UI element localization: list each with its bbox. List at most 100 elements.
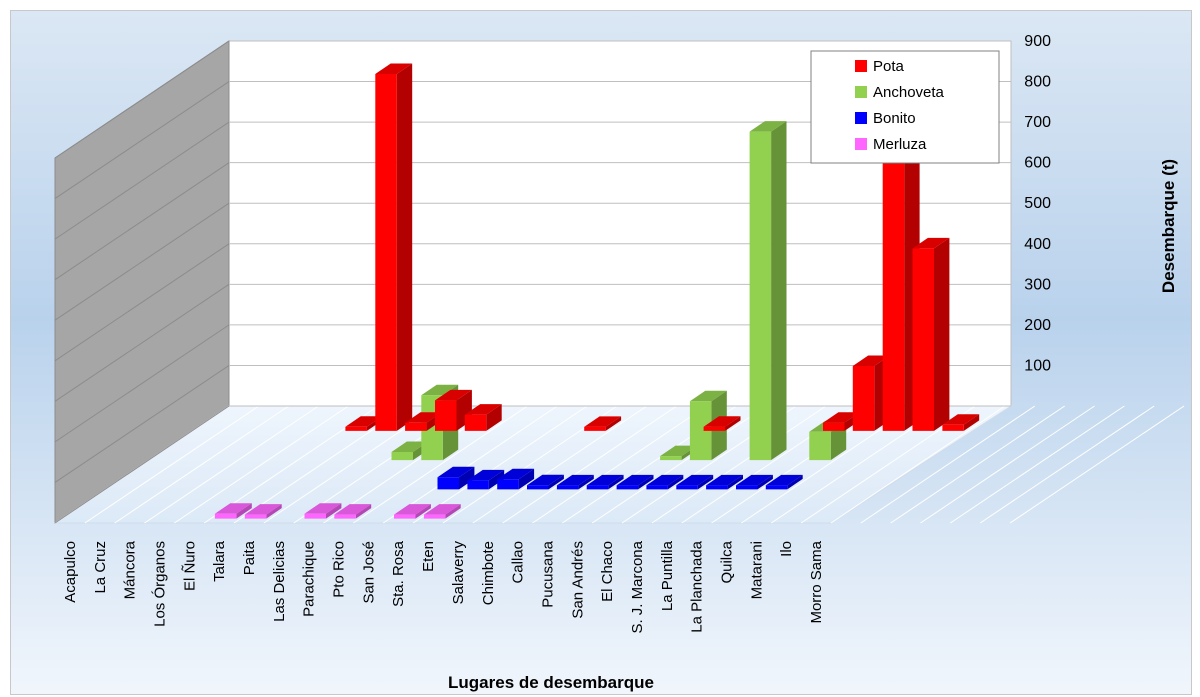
bar-front xyxy=(304,513,326,519)
bar-front xyxy=(942,424,964,431)
bar-top xyxy=(749,121,787,132)
bar-front xyxy=(823,422,845,431)
floor-gridline xyxy=(950,405,1125,524)
side-gridline xyxy=(54,202,230,321)
bar-side xyxy=(445,504,461,519)
bar-top xyxy=(660,445,697,457)
chart-legend: Pota Anchoveta Bonito Merluza xyxy=(810,50,1000,164)
bar-front xyxy=(584,426,606,431)
bar-front xyxy=(586,485,609,490)
x-tick-label: Salaverry xyxy=(450,541,467,605)
floor-gridline xyxy=(472,405,648,524)
bar-top xyxy=(852,355,890,366)
bar-front xyxy=(912,248,934,431)
x-tick-label: Talara xyxy=(211,540,228,582)
x-tick-label: Las Delicias xyxy=(271,541,288,622)
bar-top xyxy=(586,474,624,486)
bar-bonito xyxy=(497,468,535,490)
bar-top xyxy=(765,474,803,486)
bar-front xyxy=(435,400,457,431)
x-tick-label: La Puntilla xyxy=(659,540,676,611)
bar-front xyxy=(394,514,416,519)
legend-box xyxy=(810,50,1000,164)
x-tick-label: Quilca xyxy=(719,540,736,583)
x-tick-label: La Planchada xyxy=(689,540,706,632)
bar-merluza xyxy=(334,504,372,519)
bar-top xyxy=(394,504,431,515)
bar-top xyxy=(584,416,622,427)
y-axis-ticks: 100 200 300 400 500 600 700 800 900 xyxy=(1024,33,1051,374)
bar-merluza xyxy=(214,503,252,519)
y-tick-label: 300 xyxy=(1024,276,1051,293)
bar-top xyxy=(912,237,950,249)
bar-side xyxy=(697,474,714,490)
bar-side xyxy=(757,474,773,490)
bar-front xyxy=(882,140,905,431)
bar-top xyxy=(214,503,252,514)
bar-top xyxy=(703,416,741,427)
bar-top xyxy=(616,474,654,486)
bar-front xyxy=(391,452,413,461)
bar-front xyxy=(437,477,459,490)
floor-gridline xyxy=(502,405,677,524)
side-gridline xyxy=(54,324,230,443)
bar-side xyxy=(518,468,535,490)
y-tick-label: 800 xyxy=(1024,74,1051,91)
bar-side xyxy=(667,474,684,490)
bar-side xyxy=(605,416,622,431)
floor-gridline xyxy=(353,405,528,524)
bar-top xyxy=(405,412,442,423)
bar-top xyxy=(467,469,505,481)
bar-side xyxy=(725,416,741,431)
legend-swatch xyxy=(855,60,867,72)
bar-top xyxy=(646,474,684,486)
bar-side xyxy=(638,474,654,490)
bar-front xyxy=(660,456,682,461)
floor-gridline xyxy=(1009,405,1185,524)
y-tick-label: 400 xyxy=(1024,236,1051,253)
bar-pota xyxy=(912,237,950,431)
bar-pota xyxy=(464,404,502,431)
bar-merluza xyxy=(304,503,342,519)
bar-front xyxy=(765,485,788,490)
bar-front xyxy=(616,485,639,490)
floor-gridline xyxy=(591,405,767,524)
x-tick-label: S. J. Marcona xyxy=(629,540,646,633)
floor-gridline xyxy=(383,405,558,524)
bar-side xyxy=(548,474,564,490)
bar-top xyxy=(706,474,743,486)
y-axis-title: Desembarque (t) xyxy=(1159,159,1178,293)
legend-swatch xyxy=(855,86,867,98)
bar-front xyxy=(852,366,875,431)
legend-label: Merluza xyxy=(873,136,927,153)
bar-bonito xyxy=(616,474,654,490)
bar-side xyxy=(488,469,505,490)
x-tick-label: Ilo xyxy=(778,541,795,557)
bar-top xyxy=(421,384,459,396)
bar-top xyxy=(437,466,475,478)
x-tick-label: Parachique xyxy=(301,541,318,617)
bar-top xyxy=(391,441,429,452)
y-tick-label: 500 xyxy=(1024,195,1051,212)
bar-pota xyxy=(375,63,413,431)
floor-gridline xyxy=(532,405,707,524)
bar-front xyxy=(809,431,831,461)
bar-pota xyxy=(942,414,980,431)
x-tick-label: Eten xyxy=(420,541,437,572)
bar-top xyxy=(942,414,980,425)
bar-top xyxy=(375,63,413,74)
bar-pota xyxy=(584,416,622,431)
x-tick-label: Sta. Rosa xyxy=(390,540,407,607)
bar-top xyxy=(736,474,773,486)
bar-top xyxy=(527,474,564,486)
floor-gridline xyxy=(830,405,1006,524)
bar-top xyxy=(676,474,714,486)
bar-top xyxy=(304,503,342,514)
bar-side xyxy=(355,504,372,519)
side-gridline xyxy=(54,40,230,159)
x-axis-title: Lugares de desembarque xyxy=(448,673,654,692)
bar-side xyxy=(578,474,594,490)
side-gridline xyxy=(54,121,230,240)
x-tick-label: San José xyxy=(360,541,377,604)
y-tick-label: 600 xyxy=(1024,155,1051,172)
